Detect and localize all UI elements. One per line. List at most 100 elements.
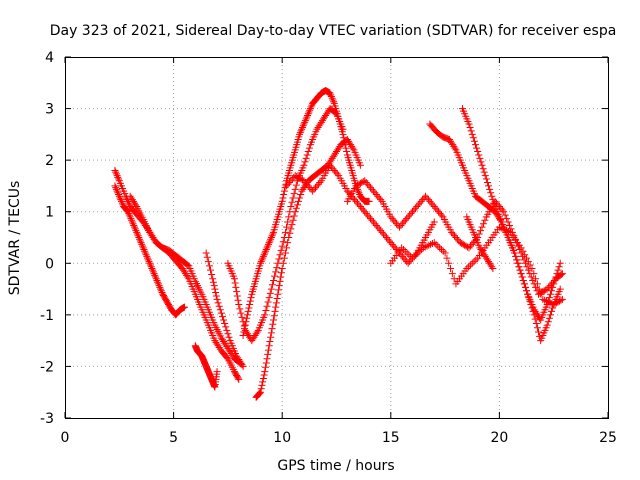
data-point xyxy=(514,242,522,250)
data-point xyxy=(382,234,390,241)
series-track-i xyxy=(283,161,438,267)
data-point xyxy=(456,239,464,247)
data-point xyxy=(355,180,363,188)
data-point xyxy=(477,227,485,235)
data-point xyxy=(213,295,221,303)
data-point xyxy=(243,314,251,322)
data-point xyxy=(488,263,496,271)
data-point xyxy=(549,304,557,312)
data-point xyxy=(481,172,489,180)
series-track-a xyxy=(111,182,188,319)
y-tick-label: -2 xyxy=(40,359,54,375)
data-point xyxy=(364,211,372,219)
data-point xyxy=(466,123,474,131)
data-point xyxy=(478,161,486,169)
data-point xyxy=(552,273,560,281)
data-point xyxy=(481,216,489,224)
data-point xyxy=(498,206,506,214)
data-point xyxy=(361,177,369,185)
data-point xyxy=(397,221,405,229)
data-point xyxy=(494,201,502,209)
data-point xyxy=(409,254,417,262)
data-point xyxy=(271,272,279,280)
data-point xyxy=(451,144,459,152)
data-point xyxy=(545,294,553,302)
data-point xyxy=(144,254,152,262)
series-track-c xyxy=(126,192,245,368)
data-point xyxy=(468,130,476,138)
data-point xyxy=(265,239,273,247)
data-point xyxy=(241,325,249,333)
data-point xyxy=(114,189,122,197)
data-point xyxy=(500,208,508,216)
data-point xyxy=(215,302,223,310)
data-point xyxy=(410,252,418,260)
data-point xyxy=(279,259,287,267)
chart-title: Day 323 of 2021, Sidereal Day-to-day VTE… xyxy=(50,23,617,39)
data-point xyxy=(156,283,164,291)
data-point xyxy=(372,191,380,199)
data-point xyxy=(131,223,139,231)
data-point xyxy=(550,280,558,288)
data-point xyxy=(288,221,296,229)
data-point xyxy=(472,141,480,149)
series-track-m xyxy=(458,105,564,345)
data-point xyxy=(417,197,425,205)
data-point xyxy=(268,325,276,333)
data-point xyxy=(401,216,409,224)
data-point xyxy=(128,216,136,224)
data-point xyxy=(486,185,494,193)
data-point xyxy=(526,261,534,269)
data-point xyxy=(433,206,441,214)
data-point xyxy=(125,211,133,219)
data-point xyxy=(246,297,254,305)
data-point xyxy=(467,127,475,135)
data-point xyxy=(554,266,562,274)
data-point xyxy=(351,196,359,204)
data-point xyxy=(430,203,438,211)
data-point xyxy=(261,311,269,319)
data-point xyxy=(374,192,382,200)
data-point xyxy=(269,230,277,238)
data-point xyxy=(293,201,301,209)
data-point xyxy=(429,201,437,209)
data-point xyxy=(532,319,540,327)
data-point xyxy=(410,206,418,214)
data-point xyxy=(304,110,312,118)
data-point xyxy=(232,283,240,291)
data-point xyxy=(213,368,221,376)
data-point xyxy=(497,204,505,212)
y-tick-label: 4 xyxy=(45,50,54,66)
data-point xyxy=(267,333,275,341)
data-point xyxy=(130,221,138,229)
data-point xyxy=(537,290,545,298)
data-point xyxy=(289,216,297,224)
data-point xyxy=(353,181,361,189)
data-point xyxy=(459,240,467,248)
data-point xyxy=(452,234,460,241)
data-point xyxy=(304,182,312,190)
data-point xyxy=(292,181,300,189)
data-point xyxy=(514,259,522,267)
data-point xyxy=(239,362,247,370)
axis-ticks: 0 5 10 15 20 25 -3 -2 -1 0 1 2 3 4 xyxy=(40,50,617,446)
data-point xyxy=(535,285,543,293)
data-point xyxy=(280,254,288,262)
data-point xyxy=(133,228,141,236)
data-point xyxy=(126,213,134,221)
data-point xyxy=(222,323,230,331)
data-point xyxy=(521,283,529,291)
data-point xyxy=(557,270,565,278)
data-points xyxy=(111,87,566,401)
data-point xyxy=(398,244,406,252)
data-point xyxy=(302,154,310,162)
data-point xyxy=(526,297,534,305)
data-point xyxy=(212,292,220,300)
data-point xyxy=(432,240,440,248)
data-point xyxy=(267,329,275,337)
data-point xyxy=(264,298,272,306)
data-point xyxy=(238,361,246,369)
data-point xyxy=(377,196,385,204)
data-point xyxy=(263,355,271,363)
data-point xyxy=(266,289,274,297)
